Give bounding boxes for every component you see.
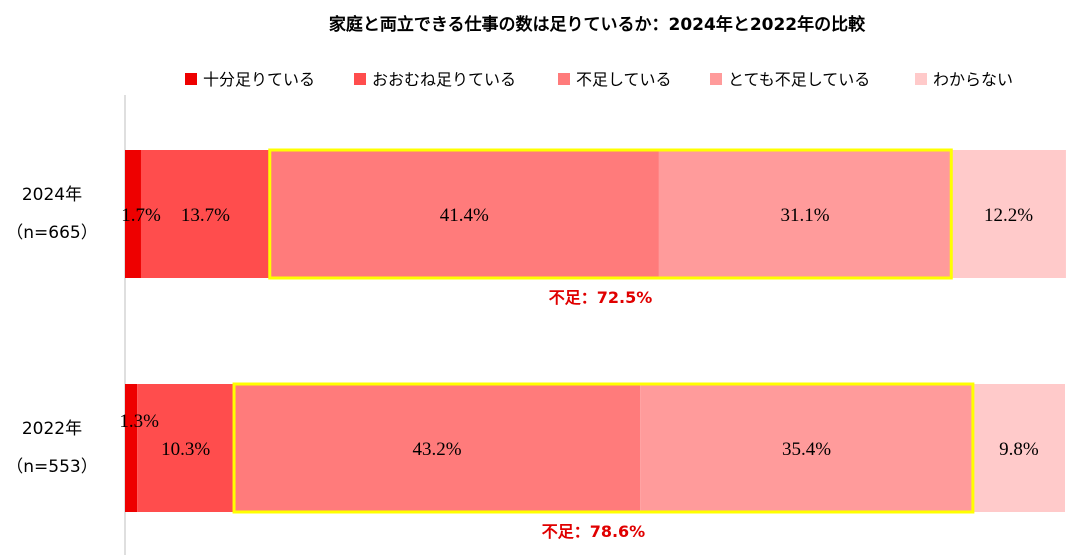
legend: 十分足りている おおむね足りている 不足している とても不足している わからない bbox=[185, 70, 1013, 89]
legend-label-5: わからない bbox=[933, 70, 1013, 89]
chart-title: 家庭と両立できる仕事の数は足りているか：2024年と2022年の比較 bbox=[329, 14, 866, 35]
legend-label-3: 不足している bbox=[576, 70, 672, 89]
legend-swatch-2 bbox=[354, 73, 366, 85]
bar-segment bbox=[658, 150, 952, 278]
bar-segment bbox=[269, 150, 659, 278]
category-label-year: 2024年 bbox=[22, 185, 82, 205]
data-label: 13.7% bbox=[181, 205, 230, 226]
category-label-n: （n=665） bbox=[6, 223, 97, 243]
legend-swatch-5 bbox=[915, 73, 927, 85]
bar-segment bbox=[137, 384, 235, 512]
legend-label-4: とても不足している bbox=[728, 70, 870, 89]
category-label-year: 2022年 bbox=[22, 419, 82, 439]
legend-label-2: おおむね足りている bbox=[372, 70, 516, 89]
data-label: 1.3% bbox=[119, 411, 159, 432]
data-label: 35.4% bbox=[782, 439, 831, 460]
data-label: 1.7% bbox=[121, 205, 161, 226]
bar-segment bbox=[140, 150, 270, 278]
highlight-box bbox=[268, 148, 953, 280]
bars: 2024年 （n=665） 1.7% 13.7% 41.4% 31.1% 12.2% 不足：7… bbox=[6, 148, 1066, 541]
category-label-n: （n=553） bbox=[6, 457, 97, 477]
bar-segment bbox=[951, 150, 1066, 278]
bar-segment bbox=[972, 384, 1065, 512]
data-label: 9.8% bbox=[999, 439, 1039, 460]
bar-segment bbox=[640, 384, 973, 512]
data-label: 43.2% bbox=[413, 439, 462, 460]
highlight-box bbox=[232, 382, 975, 514]
data-label: 31.1% bbox=[781, 205, 830, 226]
legend-swatch-1 bbox=[185, 73, 197, 85]
highlight-annotation: 不足：78.6% bbox=[542, 522, 646, 541]
legend-swatch-4 bbox=[710, 73, 722, 85]
legend-label-1: 十分足りている bbox=[203, 70, 315, 89]
highlight-annotation: 不足：72.5% bbox=[549, 288, 653, 307]
bar-segment bbox=[234, 384, 641, 512]
legend-swatch-3 bbox=[558, 73, 570, 85]
data-label: 10.3% bbox=[161, 439, 210, 460]
bar-segment bbox=[125, 384, 138, 512]
data-label: 12.2% bbox=[984, 205, 1033, 226]
bar-segment bbox=[125, 150, 141, 278]
data-label: 41.4% bbox=[440, 205, 489, 226]
